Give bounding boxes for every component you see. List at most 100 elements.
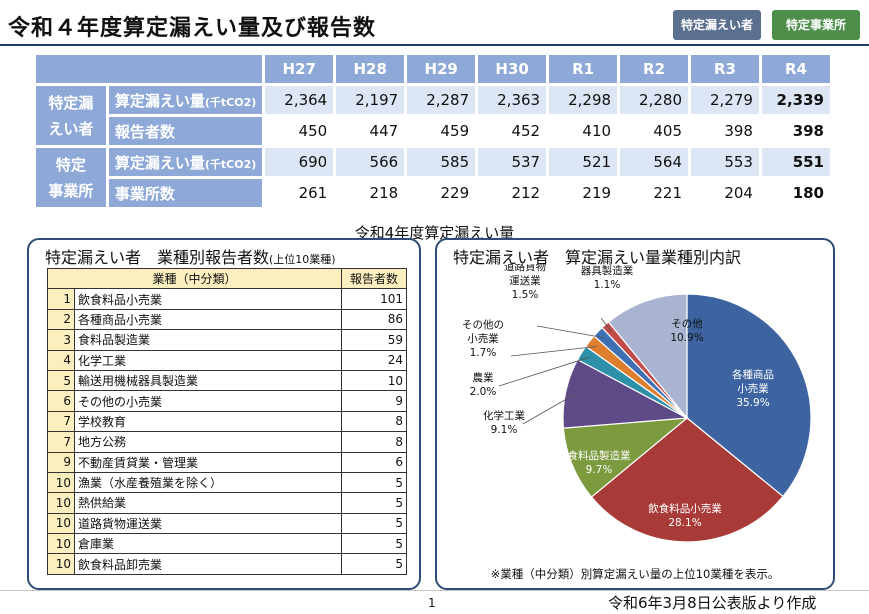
section-title: 令和4年度算定漏えい量 xyxy=(354,224,515,242)
summary-cell: 2,280 xyxy=(620,86,688,114)
reporter-count: 59 xyxy=(341,329,407,351)
summary-row: 特定 事業所 算定漏えい量(千tCO2) 690 566 585 537 521… xyxy=(36,148,830,207)
group-label-line: えい者 xyxy=(48,119,94,138)
year-header: H28 xyxy=(336,55,405,83)
reporter-count: 8 xyxy=(341,431,407,453)
rank-row: 10 道路貨物運送業 5 xyxy=(47,512,407,535)
summary-cell: 2,364 xyxy=(265,86,334,114)
slice-label: その他の小売業 1.7% xyxy=(462,318,504,359)
summary-cell: 690 xyxy=(265,148,334,176)
slice-percent: 1.5% xyxy=(512,289,539,301)
rank-row: 3 食料品製造業 59 xyxy=(47,329,407,351)
industry-name: 地方公務 xyxy=(74,431,342,453)
summary-row: 事業所数 261 218 229 212 219 221 204 180 xyxy=(36,179,830,207)
summary-cell-latest: 180 xyxy=(761,179,830,207)
rank-number: 3 xyxy=(47,329,75,351)
slice-percent: 9.1% xyxy=(491,424,518,436)
summary-cell: 537 xyxy=(478,148,547,176)
row-label: 報告者数 xyxy=(108,117,263,145)
tag-specified-leaker[interactable]: 特定漏えい者 xyxy=(673,10,761,40)
leader-line xyxy=(510,346,597,357)
slice-label: 各種商品小売業 35.9% xyxy=(732,368,774,409)
rank-number: 10 xyxy=(47,553,75,575)
panel-title-text: 特定漏えい者 業種別報告者数 xyxy=(45,248,270,267)
slice-percent: 1.1% xyxy=(594,279,621,291)
emission-breakdown-panel: 特定漏えい者 算定漏えい量業種別内訳 各種商品小売業 35.9% 飲食料品小売業 28… xyxy=(435,238,835,590)
pie-slice xyxy=(686,293,812,498)
slice-percent: 9.7% xyxy=(586,464,613,476)
slice-label: 化学工業 9.1% xyxy=(483,409,525,436)
reporter-count: 5 xyxy=(341,553,407,575)
slice-label: その他 10.9% xyxy=(670,317,703,344)
page-number: 1 xyxy=(428,596,436,610)
summary-cell: 410 xyxy=(549,117,618,145)
industry-name: 熱供給業 xyxy=(74,492,342,514)
slice-percent: 10.9% xyxy=(670,332,703,344)
industry-name: 道路貨物運送業 xyxy=(74,512,342,535)
industry-name: 不動産賃貸業・管理業 xyxy=(74,451,342,473)
pie-slice xyxy=(562,417,689,498)
panel-title-note: (上位10業種) xyxy=(269,253,336,266)
header-blank xyxy=(36,55,263,83)
summary-cell-latest: 2,339 xyxy=(761,86,830,114)
rank-row: 2 各種商品小売業 86 xyxy=(47,308,407,331)
year-header: H30 xyxy=(478,55,547,83)
slice-percent: 2.0% xyxy=(470,386,497,398)
rank-row: 1 飲食料品小売業 101 xyxy=(47,288,407,310)
rank-row: 9 不動産賃貸業・管理業 6 xyxy=(47,451,407,473)
reporter-count: 5 xyxy=(341,492,407,514)
source-note: 令和6年3月8日公表版より作成 xyxy=(608,594,817,612)
tag-specified-facility[interactable]: 特定事業所 xyxy=(772,10,860,40)
footer-divider xyxy=(0,590,869,591)
slice-label: 食料品製造業 9.7% xyxy=(568,449,631,476)
group-label-line: 事業所 xyxy=(48,181,94,200)
reporter-count: 5 xyxy=(341,471,407,494)
col-count: 報告者数 xyxy=(341,267,407,290)
rank-row: 7 学校教育 8 xyxy=(47,410,407,433)
chart-footnote: ※業種（中分類）別算定漏えい量の上位10業種を表示。 xyxy=(490,567,780,581)
rank-number: 10 xyxy=(47,492,75,514)
slice-percent: 35.9% xyxy=(736,397,769,409)
summary-cell: 447 xyxy=(336,117,405,145)
row-label-unit: (千tCO2) xyxy=(204,95,257,109)
slice-label-text: 食料品製造業 xyxy=(568,449,631,462)
summary-cell: 521 xyxy=(549,148,618,176)
panel-title: 特定漏えい者 算定漏えい量業種別内訳 xyxy=(453,248,742,267)
year-header: R1 xyxy=(549,55,618,83)
reporter-count: 5 xyxy=(341,533,407,555)
slice-label-text: その他の xyxy=(462,318,504,331)
slice-label-text: 各種商品 xyxy=(732,368,774,381)
industry-name: 食料品製造業 xyxy=(74,329,342,351)
summary-cell: 219 xyxy=(549,179,618,207)
row-label-text: 報告者数 xyxy=(114,122,175,141)
summary-cell: 450 xyxy=(265,117,334,145)
summary-cell: 553 xyxy=(691,148,759,176)
industry-name: 漁業（水産養殖業を除く） xyxy=(74,471,342,494)
summary-cell: 566 xyxy=(336,148,405,176)
rank-row: 7 地方公務 8 xyxy=(47,431,407,453)
summary-cell: 585 xyxy=(407,148,476,176)
reporter-count: 6 xyxy=(341,451,407,473)
industry-name: 飲食料品小売業 xyxy=(74,288,342,310)
year-header: R3 xyxy=(691,55,759,83)
summary-cell: 2,197 xyxy=(336,86,405,114)
summary-row: 特定漏 えい者 算定漏えい量(千tCO2) 2,364 2,197 2,287 … xyxy=(36,86,830,145)
summary-cell: 2,298 xyxy=(549,86,618,114)
rank-row: 5 輸送用機械器具製造業 10 xyxy=(47,369,407,392)
industry-name: 学校教育 xyxy=(74,410,342,433)
rank-number: 2 xyxy=(47,308,75,331)
page-title: 令和４年度算定漏えい量及び報告数 xyxy=(8,16,377,41)
year-header: H27 xyxy=(265,55,334,83)
rank-number: 10 xyxy=(47,512,75,535)
rank-number: 6 xyxy=(47,390,75,412)
summary-table: H27 H28 H29 H30 R1 R2 R3 R4 特定漏 えい者 算定漏え… xyxy=(33,52,833,210)
summary-cell: 405 xyxy=(620,117,688,145)
industry-name: 各種商品小売業 xyxy=(74,308,342,331)
summary-cell: 2,363 xyxy=(478,86,547,114)
industry-name: 輸送用機械器具製造業 xyxy=(74,369,342,392)
slice-label-text: 農業 xyxy=(473,371,494,384)
group-label-facility: 特定 事業所 xyxy=(36,148,106,207)
summary-cell: 2,279 xyxy=(691,86,759,114)
slice-label-text: 器具製造業 xyxy=(581,264,634,277)
group-label-line: 特定 xyxy=(55,155,86,174)
